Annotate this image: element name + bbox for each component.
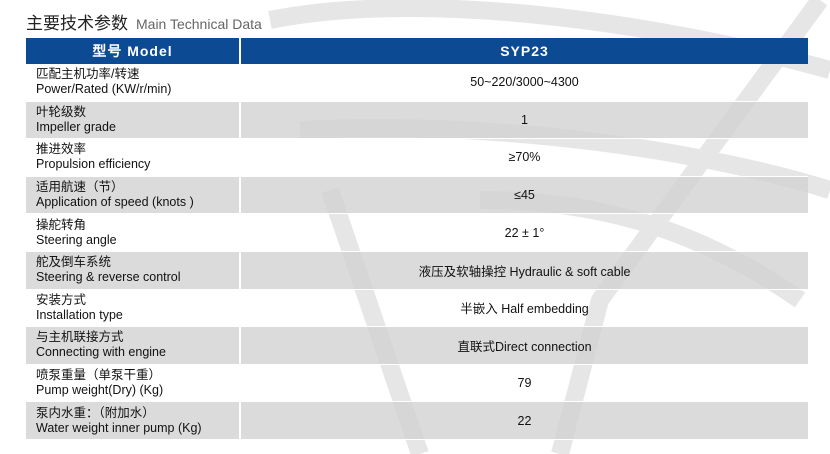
page-title: 主要技术参数 Main Technical Data	[26, 9, 262, 34]
title-en: Main Technical Data	[136, 16, 262, 32]
param-cn: 舵及倒车系统	[36, 255, 112, 270]
title-cn: 主要技术参数	[26, 14, 128, 33]
param-label: 喷泵重量（单泵干重） Pump weight(Dry) (Kg)	[26, 364, 241, 403]
table-row: 舵及倒车系统 Steering & reverse control 液压及软轴操控 …	[26, 251, 808, 290]
param-label: 叶轮级数 Impeller grade	[26, 101, 241, 140]
param-en: Installation type	[36, 307, 123, 322]
param-en: Impeller grade	[36, 119, 116, 134]
param-value: 79	[240, 364, 808, 403]
param-value: 50~220/3000~4300	[240, 64, 808, 102]
param-value: 22 ± 1°	[240, 213, 808, 252]
table-row: 匹配主机功率/转速 Power/Rated (KW/r/min) 50~220/30…	[26, 64, 808, 102]
param-label: 与主机联接方式 Connecting with engine	[26, 326, 241, 365]
table-header: 型号 Model SYP23	[26, 38, 808, 64]
param-label: 安装方式 Installation type	[26, 289, 241, 328]
param-en: Power/Rated (KW/r/min)	[36, 82, 172, 97]
param-cn: 喷泵重量（单泵干重）	[36, 368, 162, 383]
param-en: Pump weight(Dry) (Kg)	[36, 383, 164, 398]
param-value: ≤45	[240, 176, 808, 215]
param-cn: 操舵转角	[36, 217, 87, 232]
param-cn: 泵内水重：（附加水）	[36, 405, 155, 420]
param-label: 泵内水重：（附加水） Water weight inner pump (Kg)	[26, 401, 241, 440]
param-value: 直联式Direct connection	[240, 326, 808, 365]
param-value: 液压及软轴操控 Hydraulic & soft cable	[240, 251, 808, 290]
param-en: Steering & reverse control	[36, 270, 181, 285]
param-value: 1	[240, 101, 808, 140]
table-row: 推进效率 Propulsion efficiency ≥70%	[26, 138, 808, 177]
param-cn: 与主机联接方式	[36, 330, 124, 345]
param-value: 22	[240, 401, 808, 440]
param-en: Water weight inner pump (Kg)	[36, 420, 202, 435]
header-model: 型号 Model	[26, 38, 241, 64]
param-en: Application of speed (knots )	[36, 195, 194, 210]
param-label: 推进效率 Propulsion efficiency	[26, 138, 241, 177]
param-label: 匹配主机功率/转速 Power/Rated (KW/r/min)	[26, 64, 241, 102]
header-value: SYP23	[240, 38, 808, 64]
param-label: 操舵转角 Steering angle	[26, 213, 241, 252]
param-cn: 叶轮级数	[36, 104, 87, 119]
param-cn: 安装方式	[36, 292, 87, 307]
param-label: 适用航速（节） Application of speed (knots )	[26, 176, 241, 215]
param-en: Propulsion efficiency	[36, 157, 151, 172]
table-row: 操舵转角 Steering angle 22 ± 1°	[26, 213, 808, 252]
table-row: 叶轮级数 Impeller grade 1	[26, 101, 808, 140]
table-row: 喷泵重量（单泵干重） Pump weight(Dry) (Kg) 79	[26, 364, 808, 403]
table-row: 泵内水重：（附加水） Water weight inner pump (Kg) 22	[26, 401, 808, 440]
table-row: 安装方式 Installation type 半嵌入 Half embedding	[26, 289, 808, 328]
spec-table: 型号 Model SYP23 匹配主机功率/转速 Power/Rated (KW/…	[26, 38, 808, 440]
param-en: Steering angle	[36, 232, 117, 247]
param-value: 半嵌入 Half embedding	[240, 289, 808, 328]
table-row: 适用航速（节） Application of speed (knots ) ≤45	[26, 176, 808, 215]
param-en: Connecting with engine	[36, 345, 166, 360]
param-cn: 匹配主机功率/转速	[36, 67, 140, 82]
param-cn: 推进效率	[36, 142, 87, 157]
param-cn: 适用航速（节）	[36, 180, 124, 195]
table-row: 与主机联接方式 Connecting with engine 直联式Direct c…	[26, 326, 808, 365]
param-label: 舵及倒车系统 Steering & reverse control	[26, 251, 241, 290]
param-value: ≥70%	[240, 138, 808, 177]
